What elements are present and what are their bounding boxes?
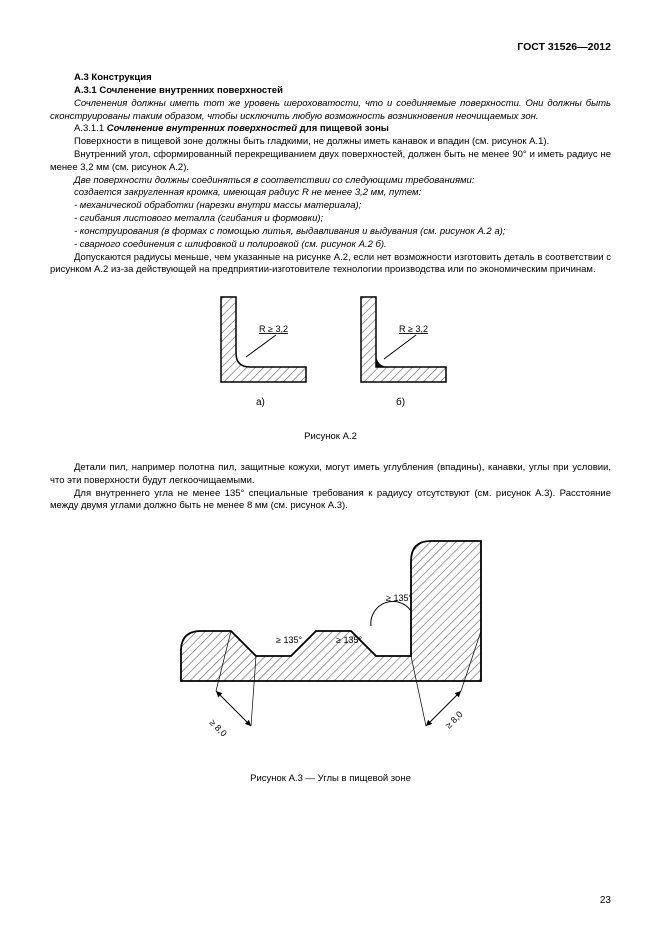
para-p5: создается закругленная кромка, имеющая р… (50, 187, 611, 200)
para-intro: Сочленения должны иметь тот же уровень ш… (50, 98, 611, 124)
label-r-a: R ≥ 3,2 (259, 324, 288, 334)
para-s2-1: Детали пил, например полотна пил, защитн… (50, 462, 611, 488)
para-p4: Две поверхности должны соединяться в соо… (50, 175, 611, 188)
para-p6: Допускаются радиусы меньше, чем указанны… (50, 252, 611, 278)
figure-a3-svg: ≥ 135° ≥ 135° ≥ 135° ≥ 8,0 ≥ 8,0 (161, 531, 501, 751)
dim-right: ≥ 8,0 (426, 691, 465, 730)
fig-a2-caption: Рисунок А.2 (50, 431, 611, 444)
figure-a2-svg: R ≥ 3,2 а) R ≥ 3,2 б) (191, 287, 471, 417)
sub-b: б) (396, 396, 405, 408)
sub-a: а) (256, 397, 265, 408)
li4: - сварного соединения с шлифовкой и поли… (50, 239, 611, 252)
li1: - механической обработки (нарезки внутри… (50, 200, 611, 213)
li3: - конструирования (в формах с помощью ли… (50, 226, 611, 239)
dim-left: ≥ 8,0 (207, 691, 250, 739)
para-p3: Внутренний угол, сформированный перекрещ… (50, 149, 611, 175)
fig-a2-b: R ≥ 3,2 б) (361, 297, 446, 408)
angle-mid: ≥ 135° (336, 635, 362, 645)
page: ГОСТ 31526—2012 А.3 Конструкция А.3.1 Со… (0, 0, 661, 935)
num: А.3.1.1 (74, 123, 107, 134)
dist-right: ≥ 8,0 (443, 709, 464, 730)
section-a3-title: А.3 Конструкция (50, 72, 611, 85)
li2: - сгибания листового металла (сгибания и… (50, 213, 611, 226)
label-r-b: R ≥ 3,2 (399, 324, 428, 334)
bold-part: Сочленение внутренних поверхностей (107, 123, 297, 134)
angle-left: ≥ 135° (276, 635, 302, 645)
page-number: 23 (600, 894, 611, 908)
dist-left: ≥ 8,0 (207, 718, 228, 739)
angle-top: ≥ 135° (386, 593, 412, 603)
section-a3-1-1-title: А.3.1.1 Сочленение внутренних поверхност… (50, 123, 611, 136)
fig-a2-a: R ≥ 3,2 а) (221, 297, 306, 408)
para-p2: Поверхности в пищевой зоне должны быть г… (50, 136, 611, 149)
figure-a2: R ≥ 3,2 а) R ≥ 3,2 б) (50, 287, 611, 417)
doc-header: ГОСТ 31526—2012 (50, 40, 611, 54)
fig-a3-caption: Рисунок А.3 — Углы в пищевой зоне (50, 773, 611, 786)
figure-a3: ≥ 135° ≥ 135° ≥ 135° ≥ 8,0 ≥ 8,0 (50, 531, 611, 751)
tail: для пищевой зоны (297, 123, 389, 134)
section-a3-1-title: А.3.1 Сочленение внутренних поверхностей (50, 85, 611, 98)
para-s2-2: Для внутреннего угла не менее 135° специ… (50, 488, 611, 514)
